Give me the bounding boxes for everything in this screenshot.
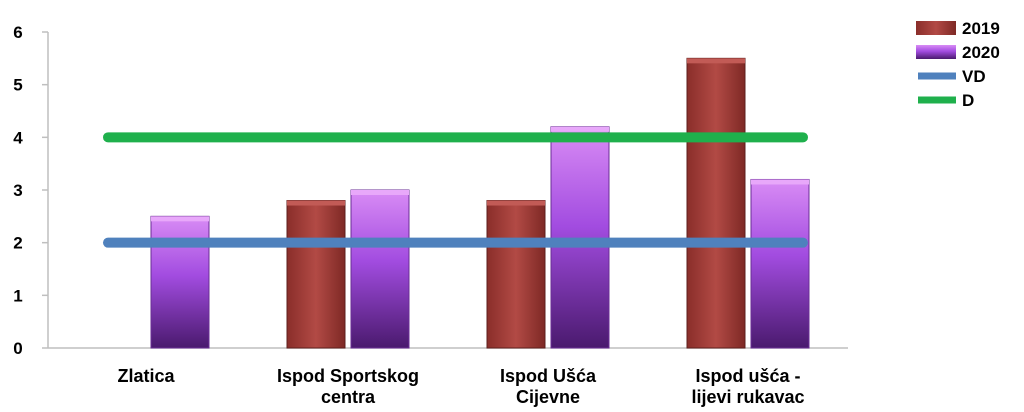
category-label: Ispod ušća -	[695, 366, 800, 386]
bar-2020	[150, 215, 210, 349]
category-label: lijevi rukavac	[691, 387, 804, 407]
reference-lines	[103, 132, 808, 248]
legend-label-2020: 2020	[962, 43, 1000, 62]
legend-label-VD: VD	[962, 67, 986, 86]
y-tick-label: 1	[13, 286, 22, 305]
y-tick-label: 4	[13, 128, 23, 147]
y-tick-label: 2	[13, 234, 22, 253]
bar-2020	[350, 189, 410, 349]
bar-2020	[750, 178, 810, 349]
bar-top-2019	[687, 58, 745, 64]
category-label: centra	[321, 387, 376, 407]
y-tick-label: 5	[13, 76, 22, 95]
legend-swatch-2019	[916, 21, 956, 35]
bar-2019	[486, 200, 546, 349]
bar-top-2019	[487, 200, 545, 206]
bar-top-2019	[287, 200, 345, 206]
bar-top-2020	[351, 190, 409, 195]
category-label: Ispod Sportskog	[277, 366, 419, 386]
category-label: Ispod Ušća	[500, 366, 597, 386]
y-tick-label: 0	[13, 339, 22, 358]
bar-top-2020	[751, 179, 809, 185]
y-tick-label: 6	[13, 23, 22, 42]
category-label: Zlatica	[117, 366, 175, 386]
legend: 2019 2020 VD D	[916, 19, 1000, 110]
bar-2019	[286, 200, 346, 349]
bar-2019	[686, 57, 746, 349]
category-label: Cijevne	[516, 387, 580, 407]
bar-top-2020	[151, 216, 209, 222]
bar-2020	[550, 126, 610, 349]
legend-label-D: D	[962, 91, 974, 110]
legend-swatch-2020	[916, 45, 956, 59]
bars	[150, 57, 810, 349]
bar-top-2020	[551, 126, 609, 132]
legend-label-2019: 2019	[962, 19, 1000, 38]
y-tick-label: 3	[13, 181, 22, 200]
